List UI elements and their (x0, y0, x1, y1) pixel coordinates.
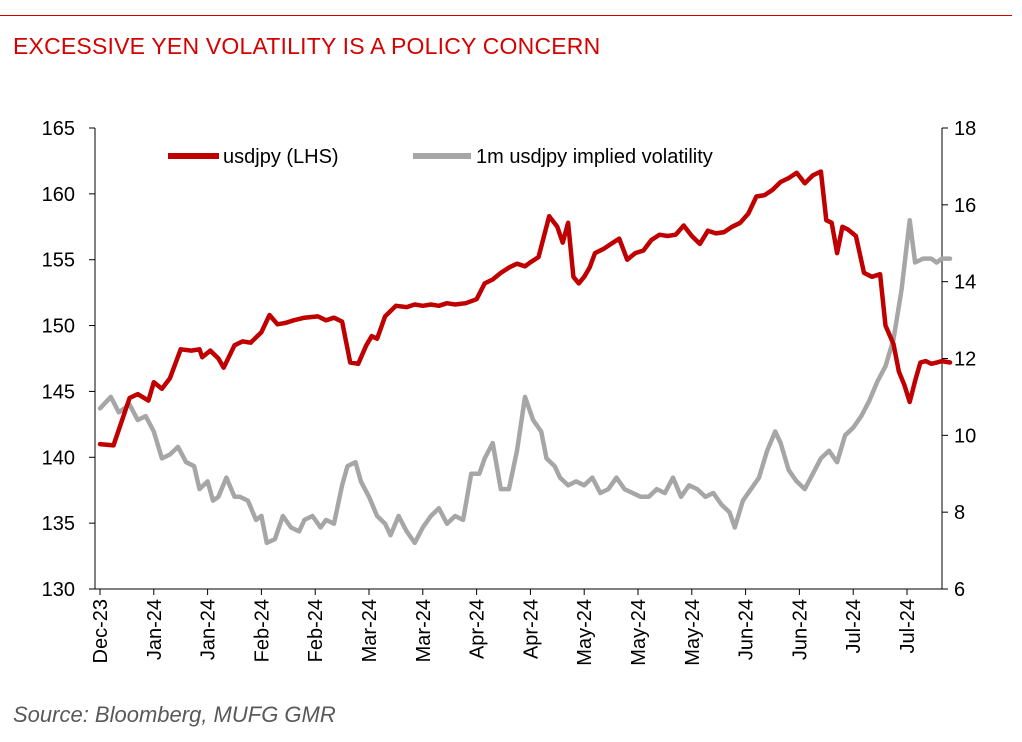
left-tick-label: 160 (42, 184, 75, 206)
left-tick-label: 165 (42, 118, 75, 140)
x-tick-label: Feb-24 (305, 599, 327, 662)
right-tick-label: 6 (954, 579, 965, 601)
x-tick-label: Jun-24 (736, 599, 758, 660)
x-tick-label: Mar-24 (359, 599, 381, 662)
x-tick-label: May-24 (682, 599, 704, 666)
series-line-usdjpy (97, 169, 953, 448)
source-note: Source: Bloomberg, MUFG GMR (13, 702, 336, 727)
left-tick-label: 145 (42, 381, 75, 403)
series-line-implied-vol (97, 217, 953, 546)
x-tick-label: Feb-24 (251, 599, 273, 662)
x-tick-label: Apr-24 (467, 599, 489, 659)
legend: usdjpy (LHS) 1m usdjpy implied volatilit… (168, 146, 713, 168)
left-tick-label: 150 (42, 316, 75, 338)
chart-title: EXCESSIVE YEN VOLATILITY IS A POLICY CON… (13, 33, 601, 59)
x-tick-label: May-24 (574, 599, 596, 666)
x-tick-label: Mar-24 (413, 599, 435, 662)
x-axis-ticks: Dec-23 Jan-24 Jan-24 Feb-24 Feb-24 Mar-24 Mar-… (90, 589, 919, 666)
left-tick-label: 130 (42, 579, 75, 601)
right-tick-label: 10 (954, 425, 976, 447)
right-axis-ticks: 6 8 10 12 14 16 18 (942, 118, 976, 601)
x-tick-label: Jul-24 (843, 599, 865, 653)
left-tick-label: 135 (42, 513, 75, 535)
left-tick-label: 140 (42, 447, 75, 469)
x-tick-label: May-24 (628, 599, 650, 666)
legend-label-usdjpy: usdjpy (LHS) (223, 146, 339, 168)
left-axis-ticks: 130 135 140 145 150 155 160 165 (42, 118, 95, 601)
right-tick-label: 12 (954, 349, 976, 371)
x-tick-label: Jan-24 (198, 599, 220, 660)
right-tick-label: 16 (954, 195, 976, 217)
x-tick-label: Dec-23 (90, 599, 112, 663)
x-tick-label: Apr-24 (520, 599, 542, 659)
x-tick-label: Jan-24 (144, 599, 166, 660)
left-tick-label: 155 (42, 250, 75, 272)
right-tick-label: 18 (954, 118, 976, 140)
top-rule (0, 15, 1012, 16)
plot-area (94, 128, 943, 590)
x-tick-label: Jun-24 (789, 599, 811, 660)
x-tick-label: Jul-24 (897, 599, 919, 653)
legend-label-vol: 1m usdjpy implied volatility (476, 146, 713, 168)
right-tick-label: 8 (954, 502, 965, 524)
right-tick-label: 14 (954, 272, 976, 294)
series-layer (97, 169, 953, 546)
